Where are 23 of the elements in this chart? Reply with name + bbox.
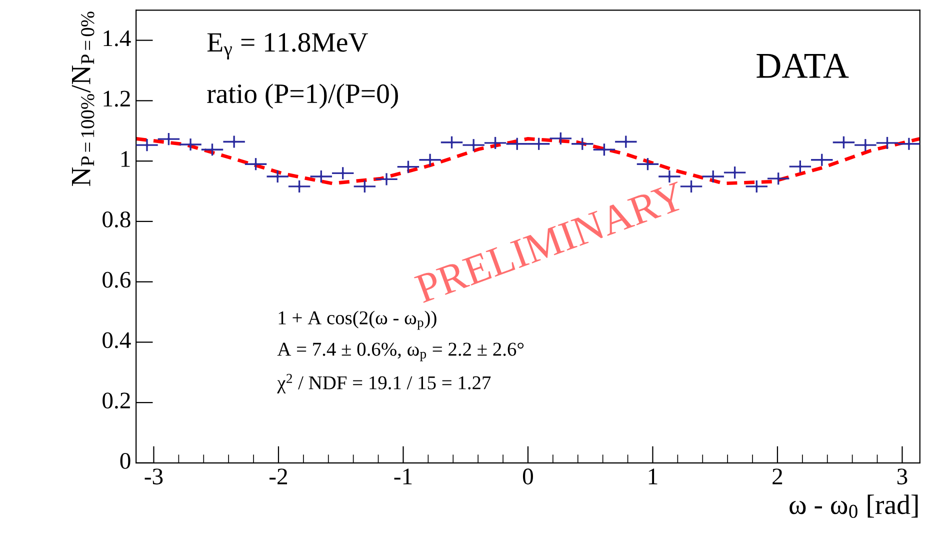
- x-tick-label: 3: [897, 468, 908, 484]
- y-axis-title: N$_{P=100%}$/N$_{P=0%}$: [72, 12, 94, 186]
- annotation: ratio (P=1)/(P=0): [207, 84, 398, 109]
- annotation: χ$^{2}$ / NDF = 19.1 / 15 = 1.27: [277, 374, 491, 394]
- y-tick-label: 1: [121, 151, 130, 167]
- y-tick-label: 1.2: [104, 90, 130, 107]
- y-tick-label: 1.4: [104, 30, 131, 46]
- y-tick-label: 0.2: [102, 392, 130, 409]
- x-tick-label: 1: [648, 468, 658, 484]
- annotation: 1 + A cos(2(ω - ω$_{p}$)): [278, 310, 436, 330]
- y-tick-label: 0.8: [102, 211, 130, 228]
- y-tick-label: 0.4: [102, 332, 131, 348]
- annotation: E$_{γ}$ = 11.8MeV: [207, 33, 368, 60]
- annotation: DATA: [756, 54, 849, 78]
- x-tick-label: -2: [270, 468, 288, 484]
- x-tick-label: 0: [522, 468, 533, 484]
- x-tick-label: -1: [394, 468, 412, 484]
- x-tick-label: -3: [144, 468, 163, 484]
- y-tick-label: 0: [120, 452, 130, 469]
- annotation: A = 7.4 ± 0.6%, ω$_{p}$ = 2.2 ± 2.6°: [277, 342, 524, 362]
- y-tick-label: 0.6: [102, 272, 131, 288]
- x-tick-label: 2: [772, 468, 782, 484]
- x-axis-title: ω - ω$_{0}$ [rad]: [790, 494, 918, 518]
